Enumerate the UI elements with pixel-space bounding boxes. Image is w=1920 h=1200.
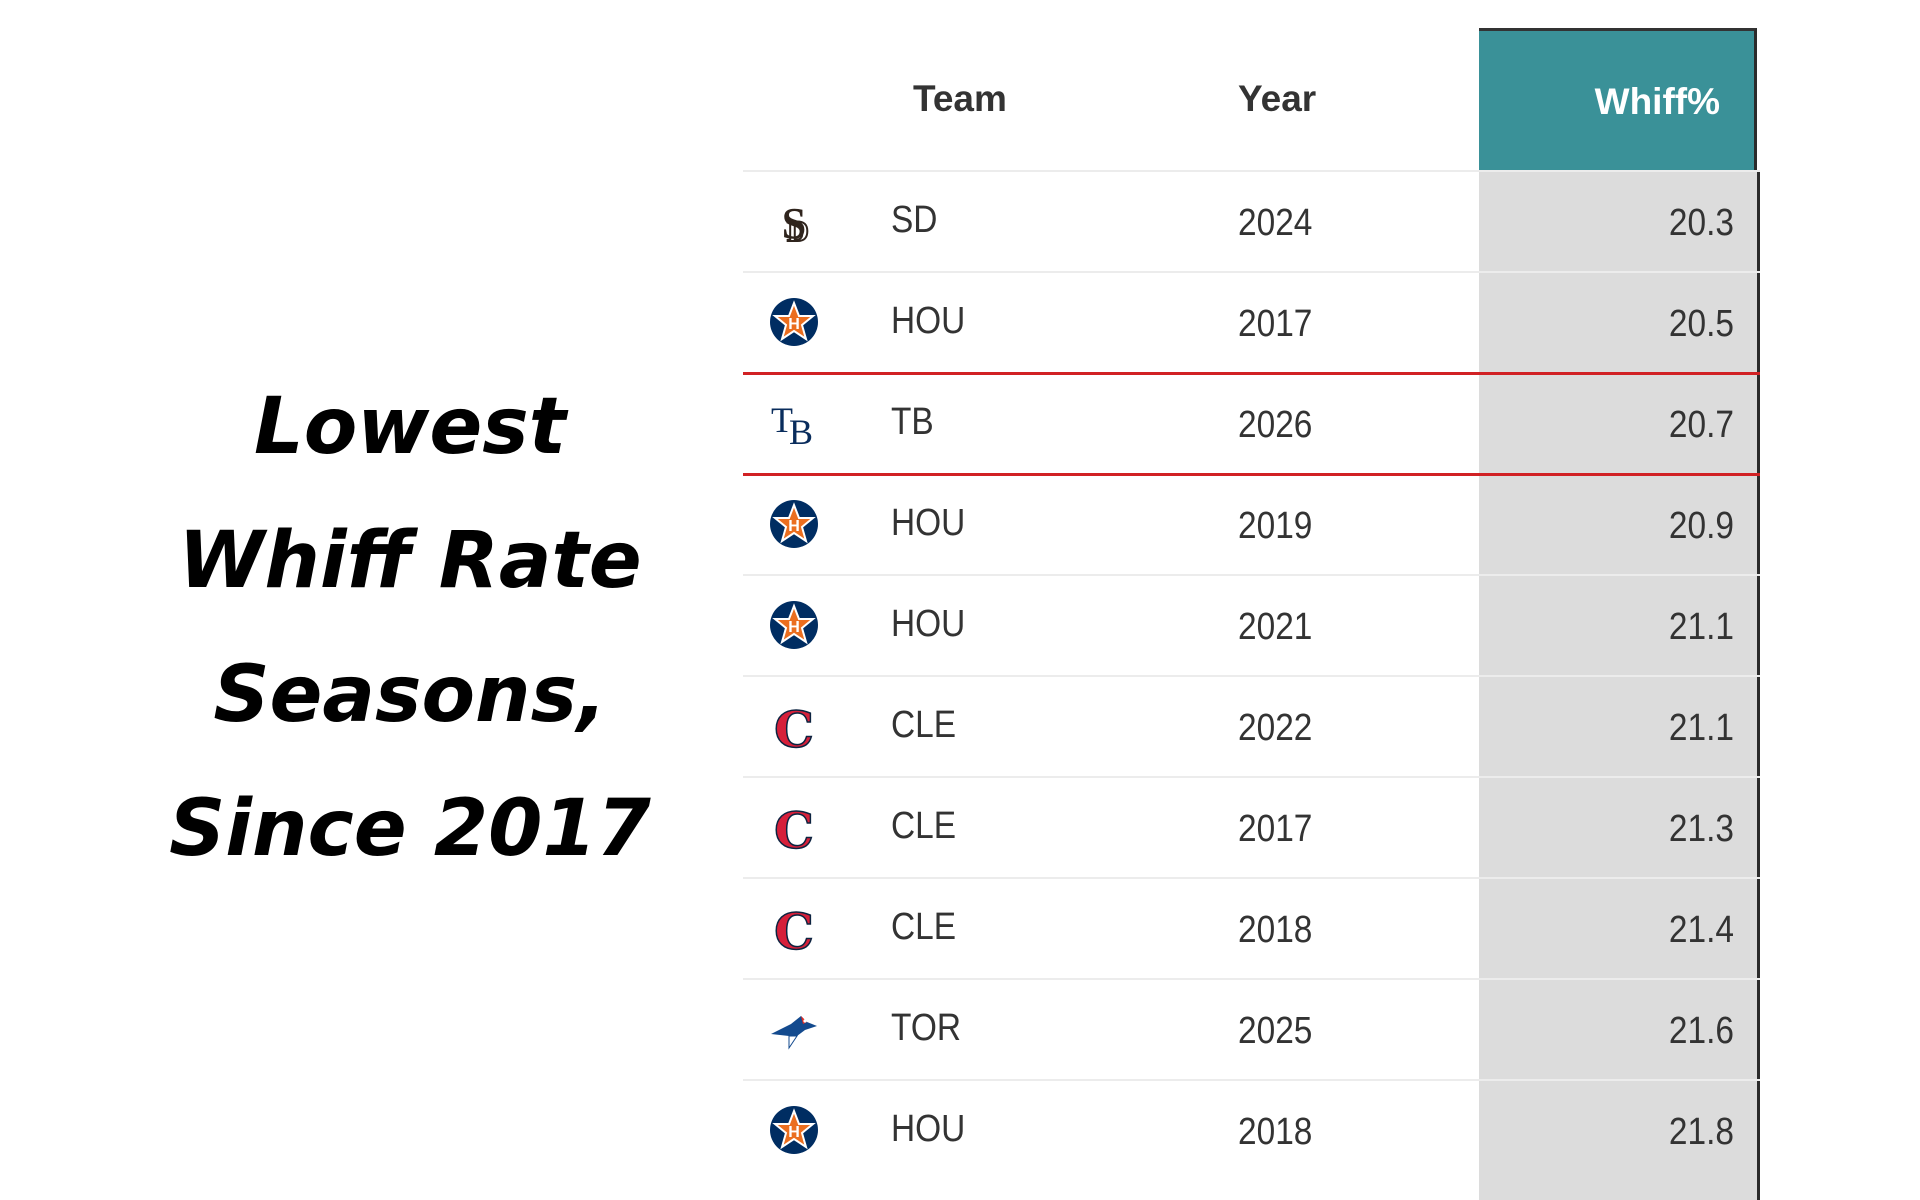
svg-text:B: B <box>789 412 813 450</box>
header-whiff[interactable]: Whiff% <box>1479 28 1757 170</box>
whiff-value: 21.3 <box>1668 808 1734 850</box>
blue-jays-logo <box>767 1002 821 1056</box>
guardians-logo-icon: C <box>773 699 814 760</box>
whiff-table: Team Year Whiff% S D SD 2024 20.3 H HOU 201… <box>743 28 1761 1200</box>
table-header: Team Year Whiff% <box>743 28 1760 170</box>
table-row[interactable]: T B TB 2026 20.7 <box>743 372 1760 473</box>
whiff-value: 21.6 <box>1668 1010 1734 1052</box>
header-year[interactable]: Year <box>1238 78 1317 119</box>
season-year: 2018 <box>1238 1111 1313 1153</box>
astros-logo-icon: H <box>770 601 818 649</box>
svg-text:C: C <box>774 700 814 753</box>
svg-text:S: S <box>782 199 806 248</box>
team-abbreviation: SD <box>891 199 938 241</box>
team-abbreviation: CLE <box>891 704 957 746</box>
padres-logo-icon: S D <box>782 199 810 249</box>
table-row[interactable]: TOR 2025 21.6 <box>743 978 1760 1079</box>
season-year: 2019 <box>1238 505 1313 547</box>
astros-logo: H <box>767 295 821 349</box>
table-body: S D SD 2024 20.3 H HOU 2017 20.5 T B TB 2026 2… <box>743 170 1760 1180</box>
header-team[interactable]: Team <box>913 78 1007 119</box>
team-abbreviation: HOU <box>891 502 966 544</box>
whiff-value: 21.4 <box>1668 909 1734 951</box>
svg-text:D: D <box>787 215 809 248</box>
astros-logo: H <box>767 598 821 652</box>
table-row[interactable]: H HOU 2017 20.5 <box>743 271 1760 372</box>
table-row[interactable]: H HOU 2018 21.8 <box>743 1079 1760 1180</box>
season-year: 2017 <box>1238 808 1313 850</box>
headline-line-4: Since 2017 <box>169 784 651 874</box>
team-abbreviation: TB <box>891 401 934 443</box>
svg-text:H: H <box>788 316 800 333</box>
rays-logo: T B <box>767 396 821 452</box>
svg-text:T: T <box>771 400 793 440</box>
table-row[interactable]: C CLE 2017 21.3 <box>743 776 1760 877</box>
astros-logo-icon: H <box>770 1106 818 1154</box>
whiff-value: 20.3 <box>1668 202 1734 244</box>
table-row[interactable]: S D SD 2024 20.3 <box>743 170 1760 271</box>
headline-line-1: Lowest <box>254 382 566 472</box>
whiff-value: 20.7 <box>1668 404 1734 446</box>
svg-text:H: H <box>788 1124 800 1141</box>
headline: Lowest Whiff Rate Seasons, Since 2017 <box>100 360 720 896</box>
guardians-logo: C <box>767 699 821 760</box>
season-year: 2022 <box>1238 707 1313 749</box>
whiff-value: 21.8 <box>1668 1111 1734 1153</box>
table-row[interactable]: C CLE 2018 21.4 <box>743 877 1760 978</box>
guardians-logo: C <box>767 800 821 861</box>
padres-logo: S D <box>767 194 821 249</box>
whiff-value: 21.1 <box>1668 707 1734 749</box>
astros-logo: H <box>767 497 821 551</box>
svg-text:C: C <box>774 801 814 854</box>
guardians-logo: C <box>767 901 821 962</box>
table-row[interactable]: C CLE 2022 21.1 <box>743 675 1760 776</box>
astros-logo-icon: H <box>770 298 818 346</box>
season-year: 2018 <box>1238 909 1313 951</box>
season-year: 2025 <box>1238 1010 1313 1052</box>
whiff-value: 20.5 <box>1668 303 1734 345</box>
whiff-value: 21.1 <box>1668 606 1734 648</box>
team-abbreviation: CLE <box>891 805 957 847</box>
season-year: 2017 <box>1238 303 1313 345</box>
guardians-logo-icon: C <box>773 901 814 962</box>
astros-logo: H <box>767 1103 821 1157</box>
guardians-logo-icon: C <box>773 800 814 861</box>
svg-text:H: H <box>788 518 800 535</box>
headline-line-3: Seasons, <box>213 650 607 740</box>
table-row[interactable]: H HOU 2019 20.9 <box>743 473 1760 574</box>
team-abbreviation: HOU <box>891 300 966 342</box>
team-abbreviation: CLE <box>891 906 957 948</box>
team-abbreviation: HOU <box>891 1108 966 1150</box>
team-abbreviation: TOR <box>891 1007 961 1049</box>
whiff-value: 20.9 <box>1668 505 1734 547</box>
season-year: 2021 <box>1238 606 1313 648</box>
headline-line-2: Whiff Rate <box>178 516 642 606</box>
svg-text:C: C <box>774 902 814 955</box>
season-year: 2024 <box>1238 202 1313 244</box>
whiff-column-background <box>1479 170 1760 1200</box>
svg-text:H: H <box>788 619 800 636</box>
table-row[interactable]: H HOU 2021 21.1 <box>743 574 1760 675</box>
astros-logo-icon: H <box>770 500 818 548</box>
season-year: 2026 <box>1238 404 1313 446</box>
blue-jays-logo-icon <box>771 1016 817 1050</box>
rays-logo-icon: T B <box>771 400 813 452</box>
team-abbreviation: HOU <box>891 603 966 645</box>
